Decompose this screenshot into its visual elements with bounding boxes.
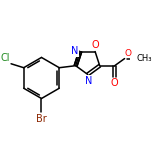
Text: N: N (71, 46, 79, 56)
Text: CH₃: CH₃ (136, 54, 152, 63)
Text: O: O (125, 49, 132, 58)
Text: N: N (85, 76, 92, 86)
Text: O: O (111, 78, 119, 88)
Text: Br: Br (36, 114, 47, 124)
Text: Cl: Cl (1, 53, 10, 63)
Text: O: O (92, 40, 99, 50)
